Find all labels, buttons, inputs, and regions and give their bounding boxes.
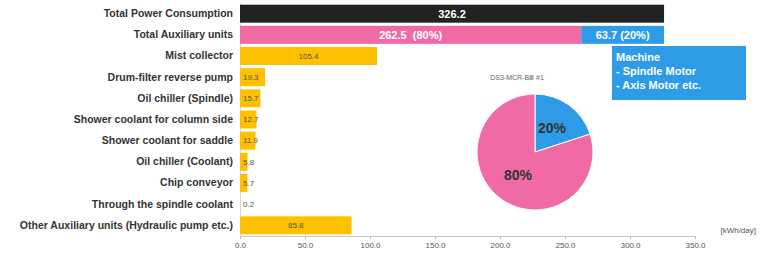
x-tick: 150.0	[425, 236, 446, 250]
chart-canvas: 0.0 50.0 100.0 150.0 200.0 250.0 300.0 350.0 Tot…	[0, 0, 760, 272]
y-tick: Oil chiller (Spindle)	[137, 92, 233, 104]
x-tick-label: 350.0	[685, 241, 706, 250]
x-tick: 350.0	[685, 236, 706, 250]
data-label: 5.8	[243, 158, 255, 167]
y-tick: Other Auxiliary units (Hydraulic pump et…	[20, 219, 233, 231]
data-label: 63.7 (20%)	[596, 29, 650, 41]
bars	[240, 5, 664, 235]
annotation: Machine - Spindle Motor - Axis Motor etc.	[612, 46, 746, 100]
category-label: Chip conveyor	[160, 176, 233, 188]
x-tick-mark	[370, 236, 371, 239]
x-tick: 0.0	[235, 236, 247, 250]
bar	[240, 89, 260, 107]
y-tick: Through the spindle coolant	[92, 198, 234, 210]
pie-label: 80%	[504, 167, 533, 183]
x-tick-label: 100.0	[360, 241, 381, 250]
bar	[581, 26, 664, 44]
category-label: Total Power Consumption	[104, 7, 233, 19]
annotation-box	[612, 46, 746, 100]
category-label: Shower coolant for column side	[74, 113, 233, 125]
x-tick-label: 0.0	[235, 241, 247, 250]
data-label: 15.7	[243, 94, 259, 103]
bar	[240, 216, 352, 234]
data-label: 11.9	[243, 136, 259, 145]
data-labels: 326.2 262.5 (80%) 105.4 19.3 15.7 12.7 11.9 5.8…	[243, 8, 650, 231]
annotation-text: - Axis Motor etc.	[616, 79, 701, 91]
pie-label: 20%	[538, 120, 567, 136]
x-tick: 200.0	[490, 236, 511, 250]
y-tick: Shower coolant for saddle	[102, 134, 233, 146]
x-tick-mark	[305, 236, 306, 239]
x-tick: 50.0	[298, 236, 314, 250]
y-tick: Oil chiller (Coolant)	[136, 155, 233, 167]
bar	[240, 47, 377, 65]
annotation-text: Machine	[616, 51, 660, 63]
bar	[240, 68, 265, 86]
category-label: Through the spindle coolant	[92, 198, 234, 210]
y-tick: Total Power Consumption	[104, 7, 233, 19]
data-label: 85.8	[288, 221, 304, 230]
x-axis-title: [kWh/day]	[720, 226, 756, 235]
x-tick-mark	[435, 236, 436, 239]
pie-slice	[477, 94, 593, 210]
x-tick-mark	[500, 236, 501, 239]
y-tick: Chip conveyor	[160, 176, 233, 188]
category-label: Oil chiller (Coolant)	[136, 155, 233, 167]
x-tick: 300.0	[620, 236, 641, 250]
x-tick-mark	[565, 236, 566, 239]
bar	[240, 195, 241, 213]
category-label: Drum-filter reverse pump	[108, 71, 233, 83]
data-label: 105.4	[298, 52, 319, 61]
category-label: Other Auxiliary units (Hydraulic pump et…	[20, 219, 233, 231]
data-label: 0.2	[243, 200, 255, 209]
data-label: 19.3	[243, 73, 259, 82]
x-tick-mark	[695, 236, 696, 239]
y-axis: Total Power Consumption Total Auxiliary u…	[20, 4, 241, 237]
pie: 20% 80%	[477, 94, 593, 210]
x-tick-label: 50.0	[298, 241, 314, 250]
y-tick: Drum-filter reverse pump	[108, 71, 233, 83]
category-label: Oil chiller (Spindle)	[137, 92, 233, 104]
x-tick: 250.0	[555, 236, 576, 250]
x-tick: 100.0	[360, 236, 381, 250]
data-label: 12.7	[243, 115, 259, 124]
data-label: 5.7	[243, 179, 255, 188]
x-axis: 0.0 50.0 100.0 150.0 200.0 250.0 300.0 350.0	[235, 236, 706, 250]
y-tick: Shower coolant for column side	[74, 113, 233, 125]
y-tick: Total Auxiliary units	[134, 28, 233, 40]
annotation-text: - Spindle Motor	[616, 65, 697, 77]
y-tick: Mist collector	[165, 49, 233, 61]
x-tick-label: 300.0	[620, 241, 641, 250]
bar	[240, 5, 664, 23]
x-tick-label: 250.0	[555, 241, 576, 250]
bar	[240, 26, 581, 44]
x-axis-line	[241, 236, 696, 237]
x-tick-label: 200.0	[490, 241, 511, 250]
category-label: Total Auxiliary units	[134, 28, 233, 40]
x-tick-mark	[630, 236, 631, 239]
category-label: Shower coolant for saddle	[102, 134, 233, 146]
data-label: 326.2	[438, 8, 466, 20]
data-label: 262.5 (80%)	[379, 29, 442, 41]
x-tick-label: 150.0	[425, 241, 446, 250]
category-label: Mist collector	[165, 49, 233, 61]
pie-title: DS3-MCR-BⅢ #1	[490, 74, 544, 81]
